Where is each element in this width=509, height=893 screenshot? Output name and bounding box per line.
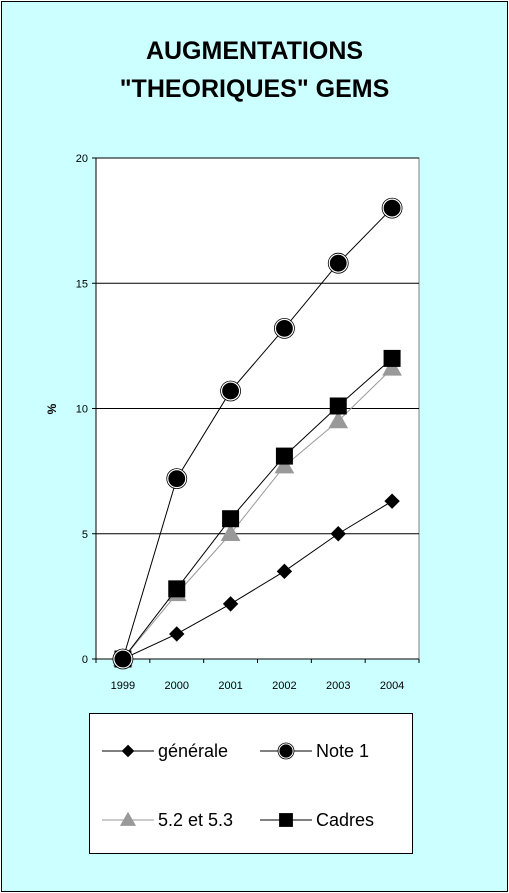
chart-title-line-2: "THEORIQUES" GEMS [119, 75, 390, 103]
marker-ring [277, 742, 295, 760]
legend-item: Note 1 [258, 738, 408, 764]
legend-swatch [102, 811, 154, 826]
data-point [383, 349, 401, 367]
marker-ring [220, 380, 241, 402]
y-tick-label: 10 [76, 404, 88, 416]
data-point [328, 253, 348, 273]
series-line [122, 368, 393, 660]
y-tick-label: 15 [76, 278, 88, 290]
x-tick-label: 2004 [380, 680, 404, 692]
chart-title-line-1: AUGMENTATIONS [145, 37, 364, 65]
data-point [274, 318, 295, 338]
data-point [169, 626, 185, 642]
x-tick-label: 2000 [165, 680, 189, 692]
legend-label: Cadres [316, 810, 375, 830]
marker-ring [166, 468, 188, 490]
data-point [275, 447, 293, 465]
y-tick-label: 0 [82, 654, 88, 666]
legend-label: 5.2 et 5.3 [158, 810, 234, 830]
marker-ring [327, 252, 349, 274]
data-point [274, 456, 295, 474]
legend-item: générale [100, 738, 250, 764]
data-point [167, 469, 187, 489]
y-tick-label: 20 [76, 153, 88, 165]
legend-marker [279, 813, 293, 827]
marker-ring [274, 317, 295, 339]
y-tick-label: 5 [82, 529, 88, 541]
data-point [384, 493, 400, 509]
chart-title: AUGMENTATIONS "THEORIQUES" GEMS [2, 32, 507, 108]
legend-marker [278, 743, 294, 759]
plot-area: 0 5 10 15 20 1999 2000 2001 2002 2003 2004 % [45, 153, 420, 692]
legend-marker [121, 744, 135, 758]
legend-label: Note 1 [316, 741, 370, 761]
data-point [328, 411, 349, 429]
y-axis-title: % [45, 403, 59, 414]
legend: générale Note 1 5.2 et 5.3 Cadres [89, 713, 413, 854]
legend-item: 5.2 et 5.3 [100, 807, 250, 833]
x-tick-label: 1999 [111, 680, 135, 692]
x-tick-label: 2003 [326, 680, 350, 692]
data-point [222, 596, 239, 612]
legend-label: générale [158, 741, 229, 761]
legend-swatch [260, 813, 312, 827]
data-point [222, 510, 240, 528]
series-line [122, 500, 393, 660]
legend-swatch [260, 742, 312, 760]
legend-marker [119, 811, 137, 826]
series-circle [112, 197, 403, 670]
legend-swatch [102, 744, 154, 758]
data-point [330, 526, 346, 542]
marker-ring [112, 648, 134, 670]
x-tick-label: 2001 [218, 680, 242, 692]
data-point [329, 397, 347, 415]
data-point [168, 580, 186, 598]
marker-ring [381, 197, 403, 219]
data-point [382, 358, 402, 376]
data-point [276, 563, 293, 580]
data-point [220, 381, 241, 401]
data-point [382, 198, 402, 218]
series-line [122, 358, 393, 660]
data-point [113, 649, 133, 669]
legend-item: Cadres [258, 807, 408, 833]
series-line [122, 207, 393, 660]
x-tick-label: 2002 [272, 680, 296, 692]
data-point [220, 523, 241, 541]
